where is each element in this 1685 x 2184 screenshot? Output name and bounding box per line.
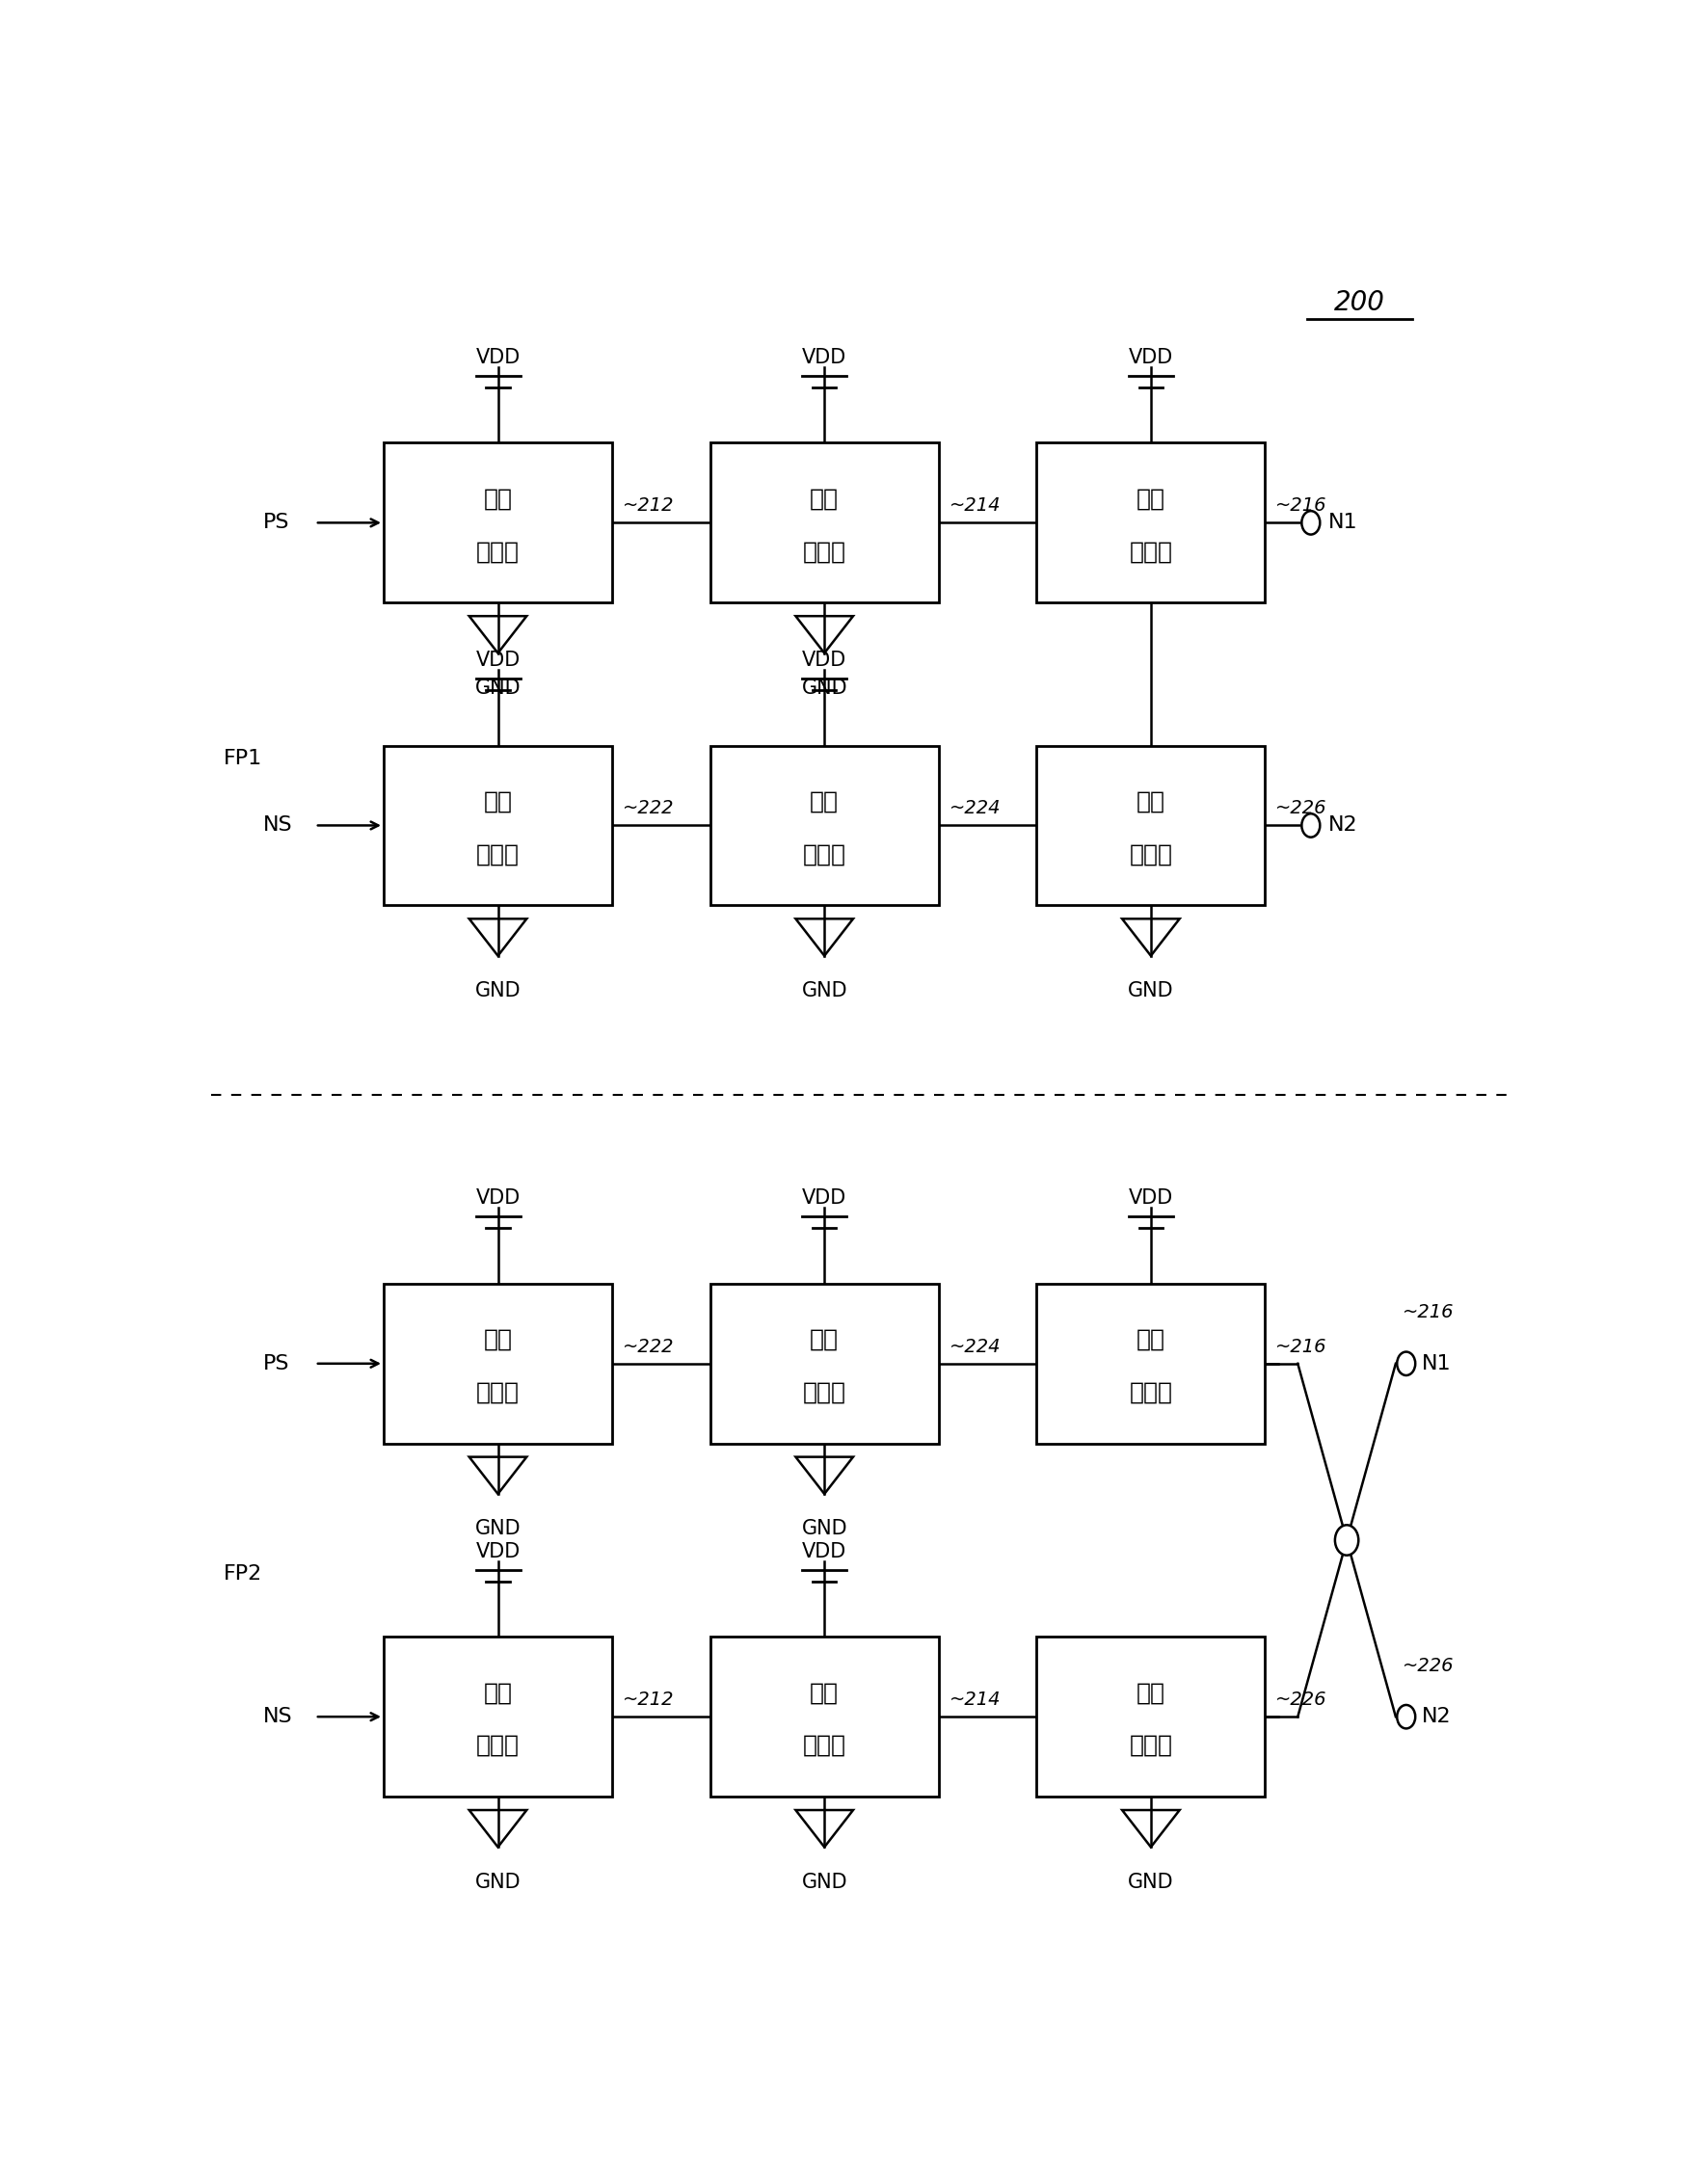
Text: VDD: VDD [802,1542,846,1562]
Text: NS: NS [263,1708,293,1725]
Text: PS: PS [263,513,290,533]
Circle shape [1335,1524,1358,1555]
Text: ~216: ~216 [1402,1304,1454,1321]
Text: ~226: ~226 [1402,1655,1454,1675]
Bar [384,745,612,906]
Text: VDD: VDD [475,1188,521,1208]
Text: GND: GND [475,679,521,697]
Text: N1: N1 [1328,513,1358,533]
Text: PS: PS [263,1354,290,1374]
Text: 增益级: 增益级 [802,843,846,865]
Text: GND: GND [475,1872,521,1891]
Text: 增益级: 增益级 [802,539,846,563]
Text: VDD: VDD [1129,347,1173,367]
Text: 输出级: 输出级 [1129,539,1173,563]
Text: N2: N2 [1328,817,1358,834]
Text: ~214: ~214 [949,1690,1001,1710]
Text: 200: 200 [1335,288,1385,317]
Text: 第二: 第二 [810,1328,839,1352]
Text: 第二: 第二 [484,791,512,812]
Bar [1036,1284,1265,1444]
Text: VDD: VDD [1129,1188,1173,1208]
Text: 输入级: 输入级 [477,1734,519,1758]
Bar [1036,1636,1265,1797]
Text: 第一: 第一 [484,487,512,511]
Text: VDD: VDD [475,1542,521,1562]
Text: N2: N2 [1422,1708,1451,1725]
Circle shape [1303,815,1319,836]
Text: VDD: VDD [802,1188,846,1208]
Bar [1036,443,1265,603]
Text: ~212: ~212 [623,496,674,515]
Text: 输入级: 输入级 [477,843,519,865]
Text: GND: GND [1127,981,1174,1000]
Text: VDD: VDD [475,347,521,367]
Text: 第一: 第一 [484,1682,512,1704]
Text: FP1: FP1 [224,749,263,769]
Text: 第一: 第一 [810,1682,839,1704]
Text: VDD: VDD [475,651,521,670]
Text: NS: NS [263,817,293,834]
Text: ~222: ~222 [623,1337,674,1356]
Text: ~216: ~216 [1276,496,1328,515]
Text: ~222: ~222 [623,799,674,817]
Bar [1036,745,1265,906]
Text: ~226: ~226 [1276,1690,1328,1710]
Text: GND: GND [802,679,848,697]
Text: 第二: 第二 [1136,1682,1166,1704]
Text: GND: GND [475,981,521,1000]
Bar [384,1284,612,1444]
Text: FP2: FP2 [224,1564,263,1583]
Bar [709,1636,939,1797]
Bar [709,1284,939,1444]
Text: 第一: 第一 [1136,1328,1166,1352]
Bar [709,443,939,603]
Text: ~226: ~226 [1276,799,1328,817]
Text: ~224: ~224 [949,1337,1001,1356]
Text: 增益级: 增益级 [802,1734,846,1758]
Text: 输入级: 输入级 [477,1380,519,1404]
Bar [384,443,612,603]
Bar [709,745,939,906]
Text: 输入级: 输入级 [477,539,519,563]
Circle shape [1397,1352,1415,1376]
Text: GND: GND [802,1872,848,1891]
Text: ~216: ~216 [1276,1337,1328,1356]
Text: 增益级: 增益级 [802,1380,846,1404]
Text: ~212: ~212 [623,1690,674,1710]
Text: 输出级: 输出级 [1129,843,1173,865]
Text: ~224: ~224 [949,799,1001,817]
Text: 第一: 第一 [1136,487,1166,511]
Text: 输出级: 输出级 [1129,1380,1173,1404]
Text: GND: GND [1127,1872,1174,1891]
Circle shape [1397,1706,1415,1728]
Bar [384,1636,612,1797]
Text: VDD: VDD [802,347,846,367]
Text: N1: N1 [1422,1354,1451,1374]
Text: VDD: VDD [802,651,846,670]
Text: GND: GND [802,1520,848,1538]
Text: ~214: ~214 [949,496,1001,515]
Text: GND: GND [802,981,848,1000]
Text: GND: GND [475,1520,521,1538]
Text: 第二: 第二 [1136,791,1166,812]
Text: 输出级: 输出级 [1129,1734,1173,1758]
Text: 第二: 第二 [810,791,839,812]
Circle shape [1303,511,1319,535]
Text: 第二: 第二 [484,1328,512,1352]
Text: 第一: 第一 [810,487,839,511]
